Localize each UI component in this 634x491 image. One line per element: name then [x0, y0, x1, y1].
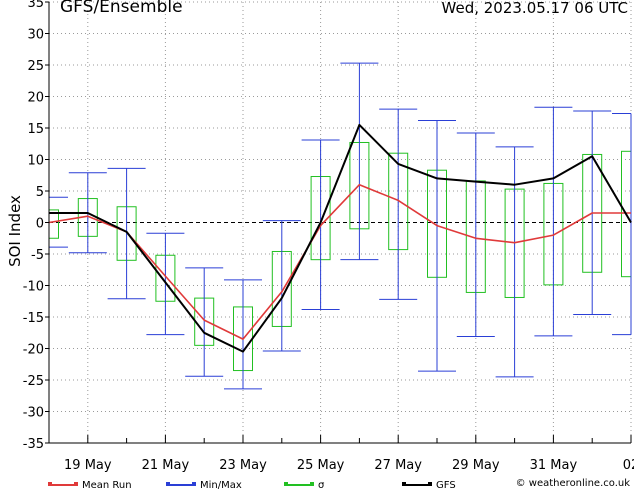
x-tick-label: 21 May: [142, 458, 190, 473]
legend-swatch-gfs: [402, 482, 432, 486]
legend-minmax: Min/Max: [166, 479, 242, 491]
x-tick-label: 29 May: [452, 458, 500, 473]
legend-label-sigma: σ: [318, 479, 325, 491]
y-tick-label: 0: [36, 217, 44, 232]
y-tick-label: 5: [36, 185, 44, 200]
y-tick-label: 20: [27, 91, 44, 106]
y-tick-label: -10: [23, 280, 44, 295]
y-tick-label: 30: [27, 28, 44, 43]
series-lines: [48, 123, 632, 353]
x-tick-label: 25 May: [297, 458, 345, 473]
x-tick-label: 31 May: [530, 458, 578, 473]
legend-swatch-minmax: [166, 482, 196, 486]
series-line-mean-run: [48, 183, 631, 340]
y-axis-label: SOI Index: [6, 195, 24, 267]
legend-label-minmax: Min/Max: [200, 479, 242, 491]
sigma-box: [48, 209, 59, 239]
y-tick-label: -30: [23, 406, 44, 421]
x-tick-label: 02: [623, 458, 634, 473]
y-tick-label: 15: [27, 122, 44, 137]
series-line-gfs: [49, 123, 632, 353]
run-date: Wed, 2023.05.17 06 UTC: [441, 0, 628, 17]
x-tick-label: 23 May: [219, 458, 267, 473]
y-axis-ticks: -35 -30 -25 -20 -15 -10 -5 0 5 10 15 20 25 30 35: [23, 0, 49, 452]
legend-mean-run: Mean Run: [48, 479, 132, 491]
legend-gfs: GFS: [402, 479, 456, 491]
y-tick-label: 35: [27, 0, 44, 11]
x-axis-ticks: 19 May 21 May 23 May 25 May 27 May 29 May 31 M…: [48, 435, 634, 473]
y-tick-label: -20: [23, 343, 44, 358]
y-tick-label: -15: [23, 311, 44, 326]
x-tick-label: 27 May: [374, 458, 422, 473]
credit-text: © weatheronline.co.uk: [515, 478, 630, 489]
y-tick-label: 25: [27, 59, 44, 74]
y-tick-label: -25: [23, 374, 44, 389]
legend-swatch-sigma: [284, 482, 314, 486]
y-tick-label: -5: [31, 248, 44, 263]
legend-label-gfs: GFS: [436, 479, 456, 491]
legend-label-mean-run: Mean Run: [82, 479, 132, 491]
y-tick-label: 10: [27, 154, 44, 169]
chart-title: GFS/Ensemble: [60, 0, 183, 17]
legend-sigma: σ: [284, 479, 324, 491]
legend-swatch-mean-run: [48, 482, 78, 486]
x-tick-label: 19 May: [64, 458, 112, 473]
y-tick-label: -35: [23, 437, 44, 452]
